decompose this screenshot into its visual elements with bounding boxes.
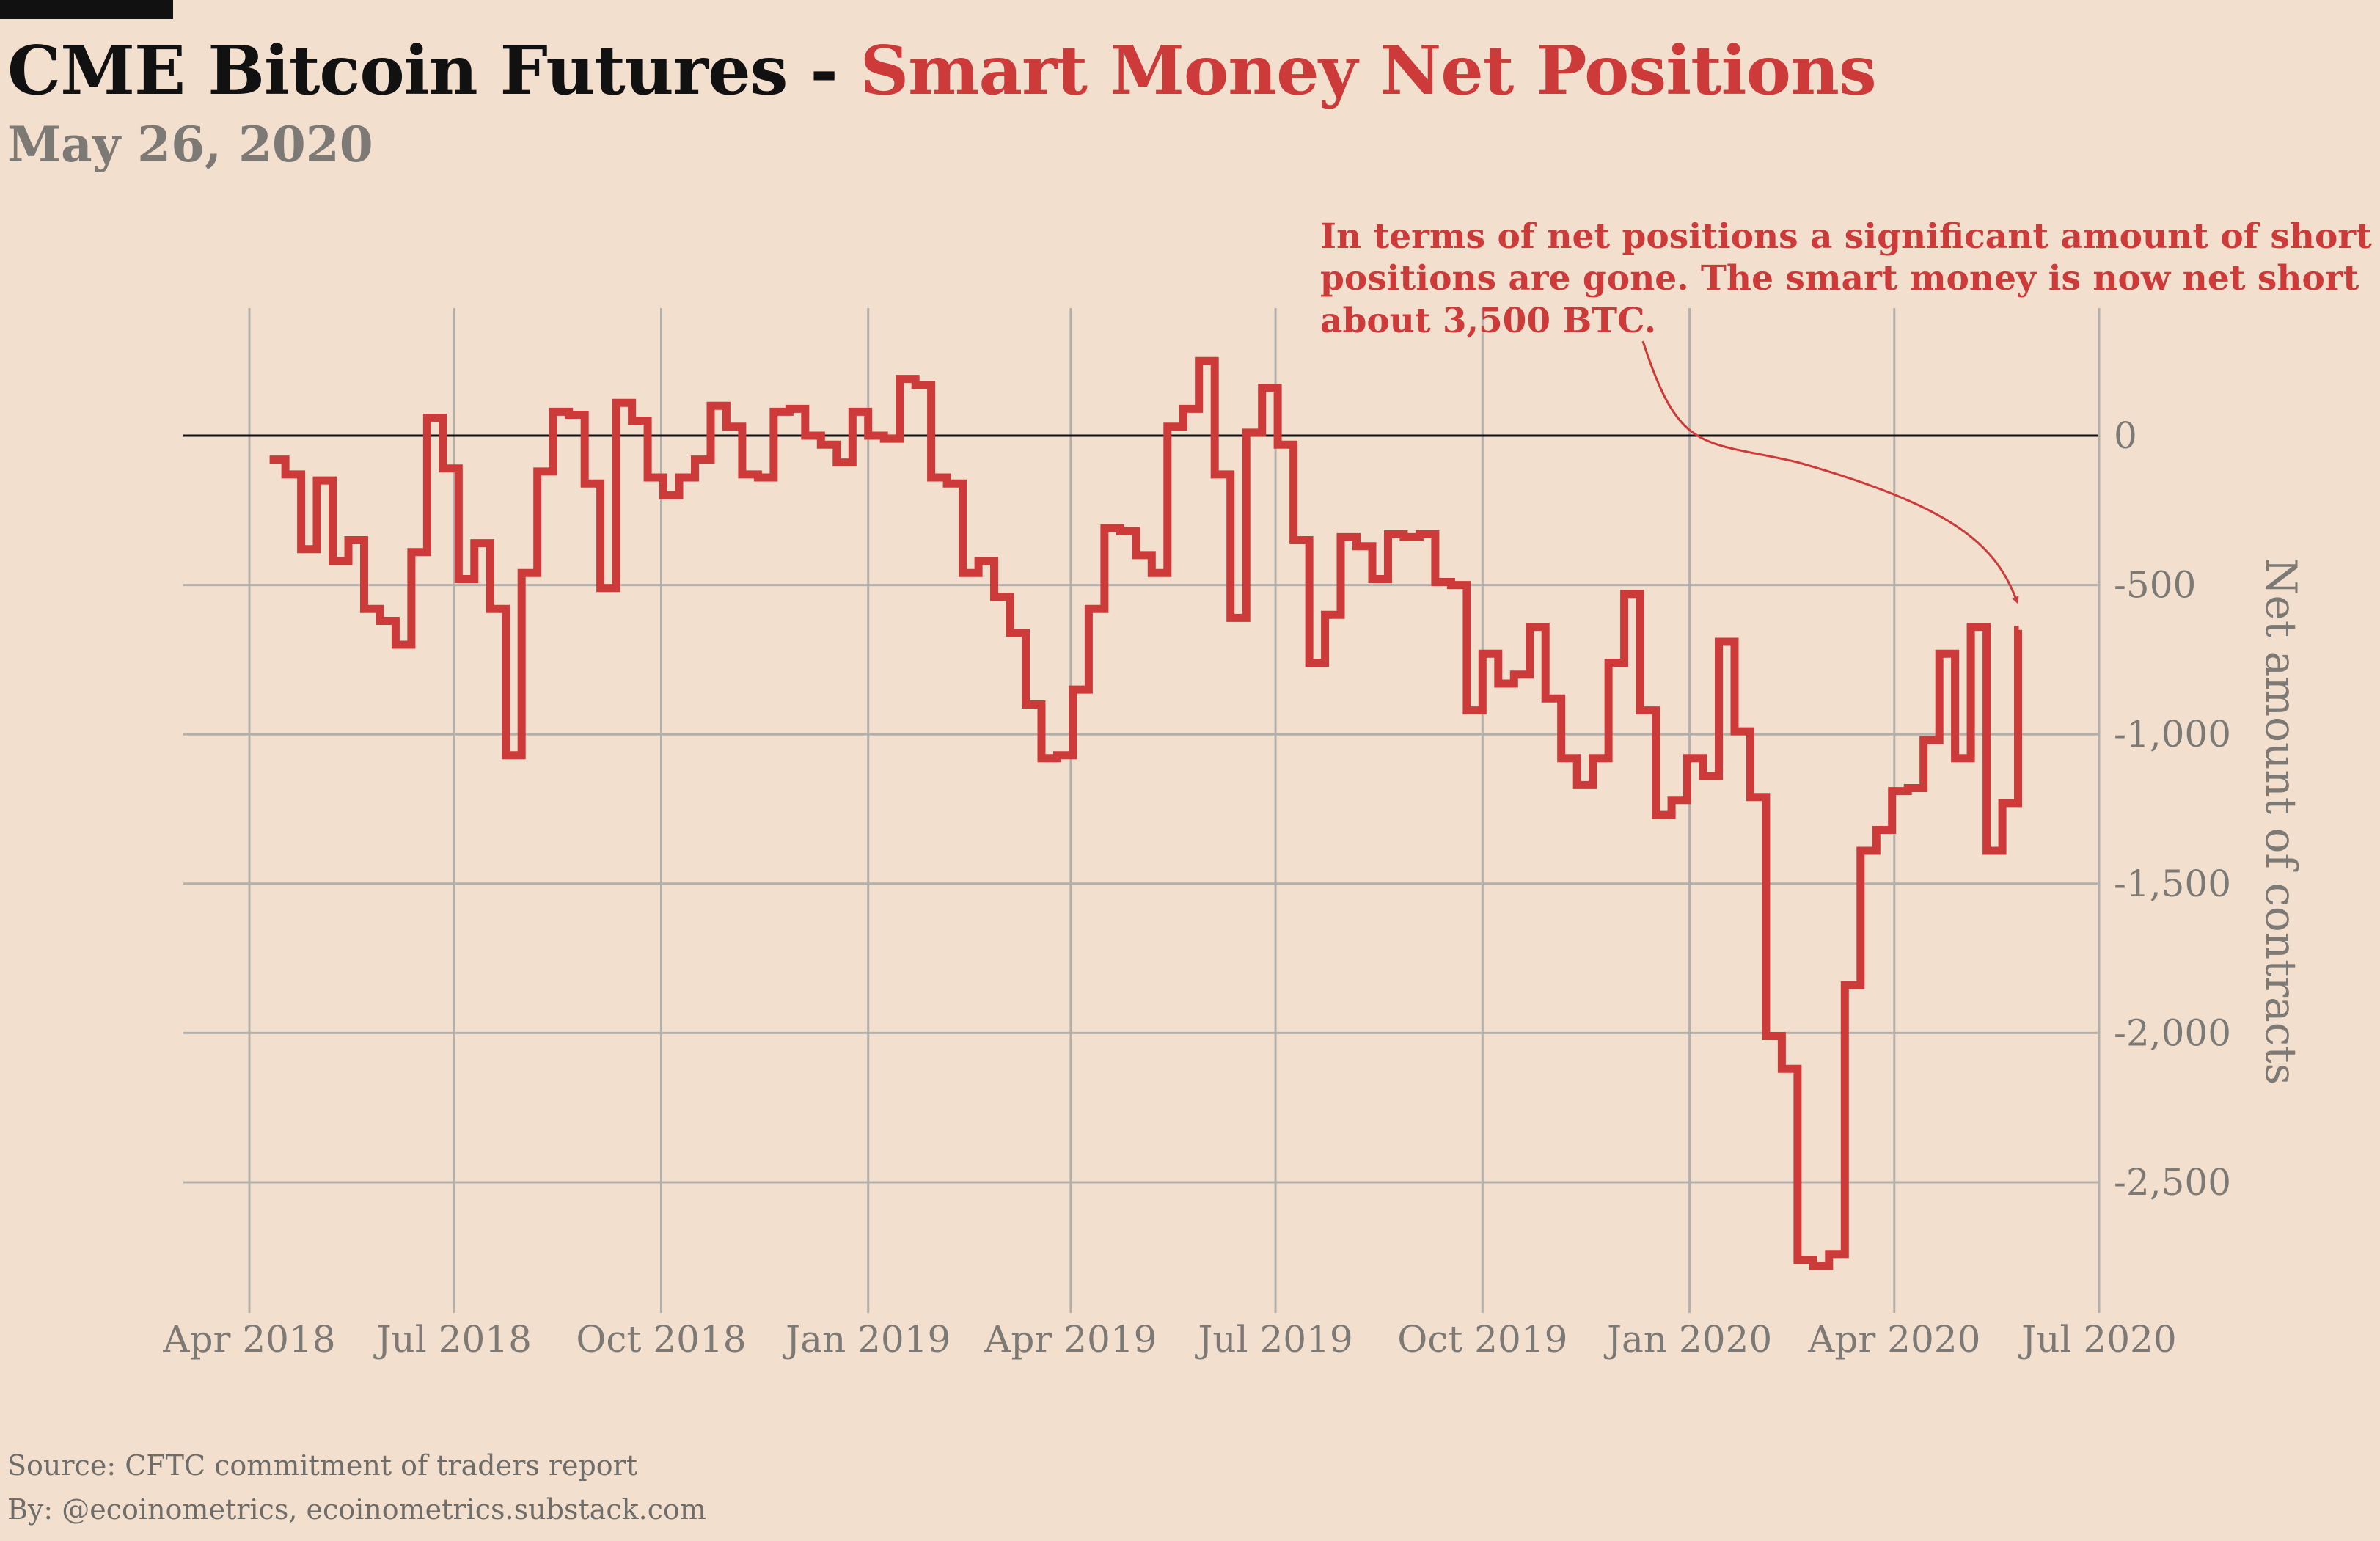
title-main: CME Bitcoin Futures - bbox=[7, 31, 860, 110]
y-axis-label: Net amount of contracts bbox=[2256, 558, 2306, 1086]
y-tick-label: -2,500 bbox=[2114, 1161, 2231, 1204]
top-accent-bar bbox=[0, 0, 173, 19]
x-tick-label: Oct 2018 bbox=[576, 1318, 746, 1361]
y-tick-label: -1,000 bbox=[2114, 713, 2231, 755]
y-tick-label: -500 bbox=[2114, 564, 2196, 607]
series-line-net-positions bbox=[269, 356, 2022, 1270]
footer: Source: CFTC commitment of traders repor… bbox=[7, 1443, 706, 1531]
annotation-arrow bbox=[1641, 340, 2019, 604]
annotation: In terms of net positions a significant … bbox=[1320, 216, 2372, 341]
y-tick-label: 0 bbox=[2114, 414, 2137, 457]
x-tick-labels: Apr 2018 Jul 2018 Oct 2018 Jan 2019 Apr 2019… bbox=[162, 1318, 2176, 1361]
chart-title: CME Bitcoin Futures - Smart Money Net Po… bbox=[7, 31, 1877, 110]
horizontal-gridlines bbox=[183, 584, 2098, 1184]
y-tick-labels: 0 -500 -1,000 -1,500 -2,000 -2,500 bbox=[2114, 414, 2231, 1204]
author-note: By: @ecoinometrics, ecoinometrics.substa… bbox=[7, 1493, 706, 1526]
x-tick-label: Apr 2020 bbox=[1807, 1318, 1980, 1361]
title-accent: Smart Money Net Positions bbox=[860, 31, 1877, 110]
x-tick-label: Jan 2019 bbox=[782, 1318, 951, 1361]
x-tick-label: Apr 2019 bbox=[984, 1318, 1157, 1361]
annotation-line: positions are gone. The smart money is n… bbox=[1320, 258, 2359, 299]
annotation-line: In terms of net positions a significant … bbox=[1320, 216, 2372, 257]
x-tick-label: Oct 2019 bbox=[1397, 1318, 1567, 1361]
y-tick-label: -1,500 bbox=[2114, 863, 2231, 905]
data-points bbox=[269, 360, 2019, 1267]
x-tick-label: Jul 2020 bbox=[2018, 1318, 2176, 1361]
source-note: Source: CFTC commitment of traders repor… bbox=[7, 1449, 638, 1482]
vertical-gridlines bbox=[248, 308, 2101, 1313]
x-tick-label: Apr 2018 bbox=[162, 1318, 335, 1361]
y-tick-label: -2,000 bbox=[2114, 1011, 2231, 1054]
chart-date: May 26, 2020 bbox=[7, 116, 373, 173]
x-tick-label: Jul 2019 bbox=[1194, 1318, 1352, 1361]
annotation-line: about 3,500 BTC. bbox=[1320, 301, 1656, 341]
x-tick-label: Jan 2020 bbox=[1603, 1318, 1772, 1361]
x-tick-label: Jul 2018 bbox=[373, 1318, 532, 1361]
